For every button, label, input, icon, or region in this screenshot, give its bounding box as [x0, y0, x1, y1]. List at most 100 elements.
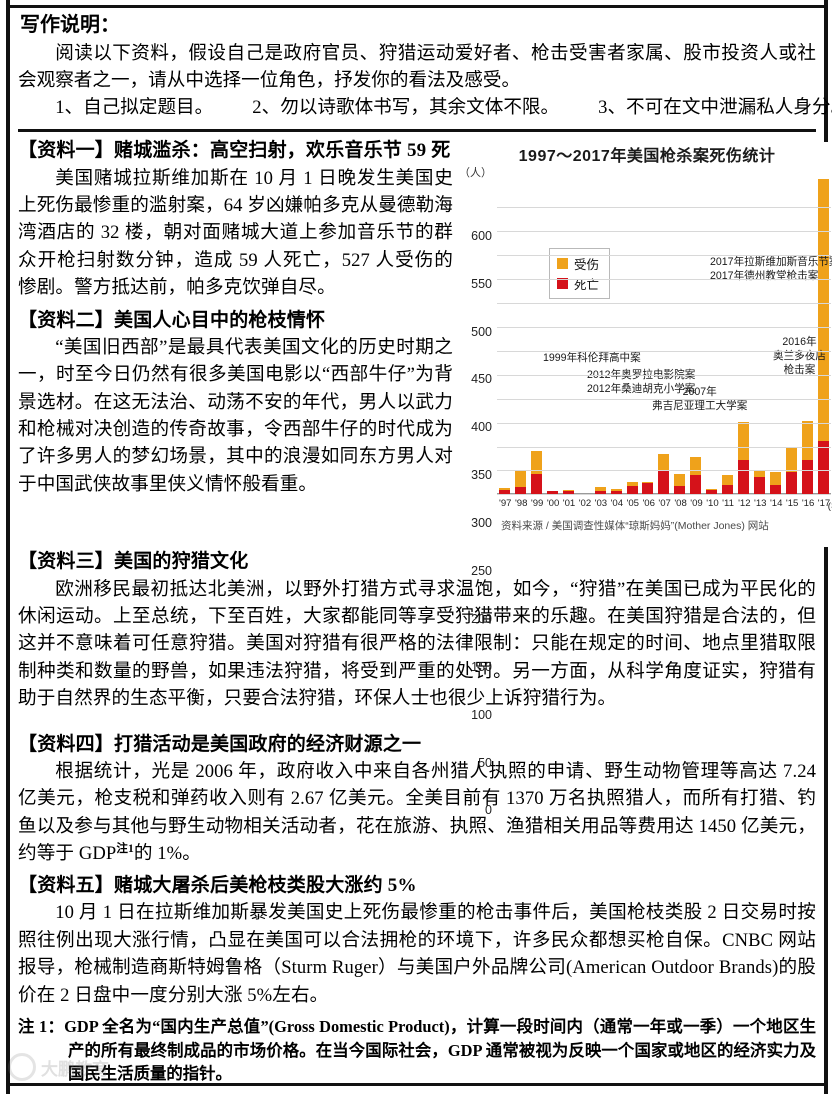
- chart-x-tick: '13: [754, 498, 767, 510]
- bar-segment-dead: [642, 482, 654, 495]
- instruction-rule-3: 3、不可在文中泄漏私人身分。: [598, 97, 832, 119]
- chart-gridline: 550: [471, 231, 831, 291]
- chart-y-tick: 300: [471, 516, 492, 531]
- chart-x-axis-unit: (年): [827, 501, 832, 513]
- chart-x-tick: '16: [801, 498, 815, 510]
- chart-x-tick: '15: [785, 498, 799, 510]
- chart-title: 1997～2017年美国枪杀案死伤统计: [518, 148, 776, 166]
- legend-entry-injured: 受伤: [557, 254, 599, 273]
- bar-segment-dead: [546, 491, 558, 495]
- bar-segment-injured: [530, 450, 542, 474]
- page-border-bottom: [6, 1083, 828, 1086]
- chart-bar: [674, 178, 686, 495]
- chart-x-tick: '17(年): [818, 498, 832, 513]
- instruction-title: 写作说明：: [20, 14, 120, 36]
- chart-bar: [642, 178, 654, 495]
- annotation-2012-line1: 2012年奥罗拉电影院案: [587, 369, 695, 383]
- bar-segment-dead: [562, 490, 574, 495]
- chart-bar: [690, 178, 702, 495]
- chart-bars-container: [497, 178, 831, 495]
- chart-bar: [801, 178, 813, 495]
- page-border-left: [6, 0, 10, 1094]
- chart-bar: [706, 178, 718, 495]
- chart-bar: [754, 178, 765, 495]
- section-ziliao-4: 【资料四】打猎活动是美国政府的经济财源之一 根据统计，光是 2006 年，政府收…: [18, 732, 816, 868]
- bar-segment-dead: [817, 440, 829, 495]
- bar-segment-injured: [769, 471, 781, 486]
- bar-segment-dead: [674, 485, 686, 495]
- chart-x-tick: '09: [690, 498, 703, 510]
- legend-entry-dead: 死亡: [557, 274, 599, 293]
- section-body-3: 欧洲移民最初抵达北美洲，以野外打猎方式寻求温饱，如今，“狩猎”在美国已成为平民化…: [18, 578, 816, 710]
- gun-violence-chart: 1997～2017年美国枪杀案死伤统计 （人） 受伤: [457, 142, 832, 817]
- annotation-2012-line2: 2012年桑迪胡克小学案: [587, 382, 696, 395]
- chart-x-tick: '10: [706, 498, 719, 510]
- bar-segment-injured: [499, 487, 510, 491]
- footnote-marker: 注1: [116, 842, 134, 855]
- bar-segment-injured: [785, 448, 797, 473]
- bar-segment-dead: [530, 473, 542, 495]
- chart-bar: [722, 178, 734, 495]
- legend-swatch-injured: [557, 258, 568, 270]
- instruction-rule-1: 1、自己拟定题目。: [55, 97, 214, 119]
- chart-annotation-2012: 2012年奥罗拉电影院案 2012年桑迪胡克小学案: [587, 369, 695, 396]
- footnote-label: 注 1：: [18, 1017, 65, 1037]
- chart-x-tick: '00: [546, 498, 560, 510]
- footnote-content: 注 1：GDP 全名为“国内生产总值”(Gross Domestic Produ…: [18, 1015, 816, 1086]
- chart-y-tick: 350: [471, 468, 492, 483]
- chart-gridline: 200: [471, 398, 831, 626]
- chart-y-tick: 500: [471, 324, 492, 339]
- page-content: 写作说明： 阅读以下资料，假设自己是政府官员、狩猎运动爱好者、枪击受害者家属、股…: [18, 12, 832, 1086]
- annotation-2016-line1: 2016年: [782, 336, 817, 349]
- bar-segment-dead: [706, 489, 718, 495]
- annotation-2007-line1: 2007年: [682, 386, 717, 399]
- chart-unit-label: （人）: [459, 167, 492, 180]
- chart-bar: [626, 178, 638, 495]
- chart-gridline: 150: [471, 422, 831, 674]
- chart-plot-area: 受伤 死亡 2017年拉斯维加斯音乐节案 2017年德州教堂枪击案: [471, 178, 832, 817]
- chart-source-note: 资料来源 / 美国调查性媒体“琼斯妈妈”(Mother Jones) 网站: [501, 520, 769, 533]
- chart-y-tick: 450: [471, 372, 492, 387]
- chart-x-tick: '11: [722, 498, 734, 510]
- chart-gridline: 250: [471, 374, 831, 578]
- chart-legend: 受伤 死亡: [549, 248, 611, 300]
- bar-segment-dead: [610, 491, 622, 495]
- chart-y-tick: 100: [471, 707, 492, 722]
- chart-bar: [769, 178, 781, 495]
- chart-y-tick: 0: [485, 803, 492, 818]
- bar-segment-dead: [722, 484, 734, 495]
- chart-gridline: 450: [471, 278, 831, 386]
- bar-segment-dead: [499, 490, 510, 495]
- chart-bar: [785, 178, 797, 495]
- chart-bar: [658, 178, 670, 495]
- legend-swatch-dead: [557, 278, 568, 290]
- chart-x-tick: '99: [530, 498, 544, 510]
- chart-gridline: 0: [485, 494, 831, 817]
- bar-segment-dead: [785, 472, 797, 495]
- chart-y-tick: 250: [471, 564, 492, 579]
- section-body-1: 美国赌城拉斯维加斯在 10 月 1 日晚发生美国史上死伤最惨重的滥射案，64 岁…: [18, 167, 453, 299]
- section-body-2: “美国旧西部”是最具代表美国文化的历史时期之一，时至今日仍然有很多美国电影以“西…: [18, 336, 453, 495]
- bar-segment-dead: [738, 459, 750, 495]
- bar-segment-injured: [610, 488, 622, 492]
- chart-annotation-1999: 1999年科伦拜高中案: [543, 352, 641, 366]
- bar-segment-injured: [754, 470, 765, 478]
- section-heading-4: 【资料四】打猎活动是美国政府的经济财源之一: [18, 733, 422, 755]
- chart-x-tick: '03: [594, 498, 608, 510]
- section-heading-2: 【资料二】美国人心目中的枪枝情怀: [18, 309, 326, 331]
- annotation-1999-line1: 1999年科伦拜高中案: [543, 352, 641, 365]
- footnote-text: GDP 全名为“国内生产总值”(Gross Domestic Product)，…: [64, 1017, 816, 1084]
- chart-bar: [499, 178, 510, 495]
- annotation-2017-line2: 2017年德州教堂枪击案: [710, 269, 819, 282]
- bar-segment-injured: [642, 481, 654, 483]
- section-ziliao-1: 【资料一】赌城滥杀：高空扫射，欢乐音乐节 59 死 美国赌城拉斯维加斯在 10 …: [18, 138, 453, 301]
- chart-bar: [530, 178, 542, 495]
- chart-gridline: 600: [471, 207, 831, 243]
- bar-segment-injured: [706, 488, 718, 490]
- section-heading-1: 【资料一】赌城滥杀：高空扫射，欢乐音乐节 59 死: [18, 140, 451, 162]
- bar-segment-dead: [514, 487, 526, 495]
- chart-bar: [610, 178, 622, 495]
- chart-gridline: 50: [478, 470, 831, 770]
- chart-bar: [738, 178, 750, 495]
